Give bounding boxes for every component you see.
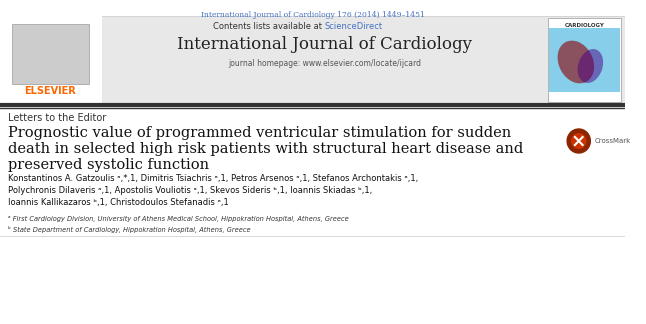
FancyBboxPatch shape — [12, 24, 89, 84]
Ellipse shape — [557, 40, 594, 83]
Text: International Journal of Cardiology 176 (2014) 1449–1451: International Journal of Cardiology 176 … — [201, 11, 424, 19]
Text: International Journal of Cardiology: International Journal of Cardiology — [177, 36, 472, 53]
FancyBboxPatch shape — [548, 18, 621, 102]
Circle shape — [571, 133, 587, 149]
FancyBboxPatch shape — [0, 16, 101, 104]
Text: ScienceDirect: ScienceDirect — [324, 22, 382, 31]
FancyBboxPatch shape — [548, 28, 620, 92]
Text: ELSEVIER: ELSEVIER — [25, 86, 76, 96]
Text: Konstantinos A. Gatzoulis ᵃ,*,1, Dimitris Tsiachris ᵃ,1, Petros Arsenos ᵃ,1, Ste: Konstantinos A. Gatzoulis ᵃ,*,1, Dimitri… — [8, 174, 418, 183]
Text: Polychronis Dilaveris ᵃ,1, Apostolis Vouliotis ᵃ,1, Skevos Sideris ᵇ,1, Ioannis : Polychronis Dilaveris ᵃ,1, Apostolis Vou… — [8, 186, 372, 195]
Text: preserved systolic function: preserved systolic function — [8, 158, 209, 172]
Text: death in selected high risk patients with structural heart disease and: death in selected high risk patients wit… — [8, 142, 523, 156]
Ellipse shape — [578, 49, 603, 83]
Text: ᵃ First Cardiology Division, University of Athens Medical School, Hippokration H: ᵃ First Cardiology Division, University … — [8, 216, 348, 222]
Text: CARDIOLOGY: CARDIOLOGY — [565, 23, 605, 28]
Circle shape — [567, 129, 590, 153]
FancyBboxPatch shape — [0, 16, 625, 104]
Text: CrossMark: CrossMark — [594, 138, 630, 144]
Text: Letters to the Editor: Letters to the Editor — [8, 113, 106, 123]
Text: Prognostic value of programmed ventricular stimulation for sudden: Prognostic value of programmed ventricul… — [8, 126, 511, 140]
Text: Ioannis Kallikazaros ᵇ,1, Christodoulos Stefanadis ᵃ,1: Ioannis Kallikazaros ᵇ,1, Christodoulos … — [8, 198, 229, 207]
Text: Contents lists available at: Contents lists available at — [213, 22, 324, 31]
Text: ᵇ State Department of Cardiology, Hippokration Hospital, Athens, Greece: ᵇ State Department of Cardiology, Hippok… — [8, 226, 251, 233]
Text: journal homepage: www.elsevier.com/locate/ijcard: journal homepage: www.elsevier.com/locat… — [227, 59, 421, 68]
